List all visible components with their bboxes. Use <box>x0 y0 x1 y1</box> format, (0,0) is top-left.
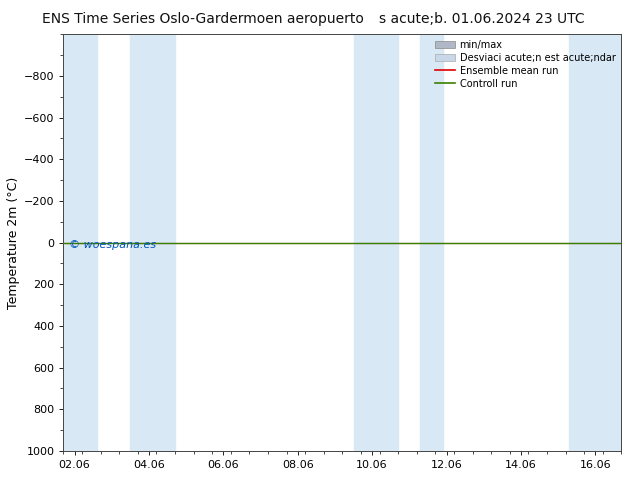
Text: © woespana.es: © woespana.es <box>69 241 156 250</box>
Legend: min/max, Desviaci acute;n est acute;ndar, Ensemble mean run, Controll run: min/max, Desviaci acute;n est acute;ndar… <box>431 36 619 93</box>
Bar <box>354 34 398 451</box>
Bar <box>420 34 443 451</box>
Y-axis label: Temperature 2m (°C): Temperature 2m (°C) <box>7 176 20 309</box>
Text: ENS Time Series Oslo-Gardermoen aeropuerto: ENS Time Series Oslo-Gardermoen aeropuer… <box>42 12 364 26</box>
Bar <box>131 34 175 451</box>
Bar <box>569 34 621 451</box>
Bar <box>63 34 97 451</box>
Text: s acute;b. 01.06.2024 23 UTC: s acute;b. 01.06.2024 23 UTC <box>379 12 585 26</box>
